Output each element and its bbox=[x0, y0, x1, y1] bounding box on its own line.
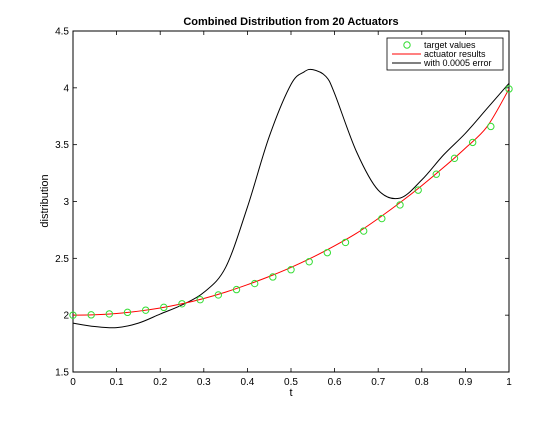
x-tick-label: 0.1 bbox=[110, 377, 124, 388]
y-tick-label: 2 bbox=[63, 311, 69, 322]
y-tick-label: 4.5 bbox=[55, 27, 69, 38]
x-axis-ticks: 0 0.1 0.2 0.3 0.4 0.5 0.6 0.7 0.8 0.9 1 bbox=[70, 31, 512, 388]
target-point bbox=[414, 186, 422, 194]
target-point bbox=[468, 138, 477, 147]
target-point bbox=[323, 248, 332, 257]
target-point bbox=[432, 170, 441, 178]
legend-label-actuator-results: actuator results bbox=[424, 49, 486, 59]
target-point bbox=[178, 300, 186, 308]
target-point bbox=[232, 285, 241, 294]
x-tick-label: 0 bbox=[70, 377, 76, 388]
target-point bbox=[214, 291, 223, 299]
target-point bbox=[250, 279, 259, 288]
target-point bbox=[196, 296, 204, 304]
legend-label-error: with 0.0005 error bbox=[423, 58, 492, 68]
target-point bbox=[505, 85, 513, 93]
legend-marker-target-values bbox=[403, 41, 411, 49]
target-point bbox=[87, 311, 95, 319]
target-point bbox=[141, 306, 150, 314]
x-tick-label: 0.6 bbox=[328, 377, 342, 388]
x-tick-label: 1 bbox=[506, 377, 512, 388]
legend-label-target-values: target values bbox=[424, 40, 476, 50]
plot-area bbox=[72, 30, 510, 373]
target-point bbox=[487, 122, 495, 131]
x-tick-label: 0.4 bbox=[240, 377, 254, 388]
target-point bbox=[341, 238, 350, 247]
target-point bbox=[269, 273, 277, 281]
chart-title: Combined Distribution from 20 Actuators bbox=[183, 16, 398, 28]
target-point bbox=[450, 154, 459, 163]
y-tick-label: 2.5 bbox=[55, 254, 69, 265]
y-tick-label: 3.5 bbox=[55, 140, 69, 151]
series-layer bbox=[69, 68, 513, 329]
target-point bbox=[69, 311, 77, 319]
series-line-2 bbox=[72, 68, 510, 329]
y-tick-label: 4 bbox=[63, 83, 69, 94]
x-axis-label: t bbox=[289, 387, 292, 399]
legend: target values actuator results with 0.00… bbox=[386, 37, 504, 71]
x-tick-label: 0.9 bbox=[458, 377, 472, 388]
x-tick-label: 0.2 bbox=[153, 377, 167, 388]
y-tick-label: 1.5 bbox=[55, 368, 69, 379]
y-axis-ticks: 1.5 2 2.5 3 3.5 4 4.5 bbox=[55, 27, 509, 379]
target-point bbox=[378, 214, 386, 223]
target-point bbox=[105, 310, 114, 318]
x-tick-label: 0.8 bbox=[415, 377, 429, 388]
target-point bbox=[359, 227, 368, 235]
x-tick-label: 0.7 bbox=[371, 377, 385, 388]
x-tick-label: 0.5 bbox=[284, 377, 298, 388]
target-point bbox=[305, 258, 313, 266]
target-point bbox=[396, 201, 404, 209]
target-point bbox=[160, 303, 168, 312]
y-axis-label: distribution bbox=[39, 174, 51, 227]
series-line-1 bbox=[72, 88, 510, 316]
target-point bbox=[123, 308, 132, 317]
target-point bbox=[287, 266, 295, 274]
x-tick-label: 0.3 bbox=[197, 377, 211, 388]
y-tick-label: 3 bbox=[63, 197, 69, 208]
